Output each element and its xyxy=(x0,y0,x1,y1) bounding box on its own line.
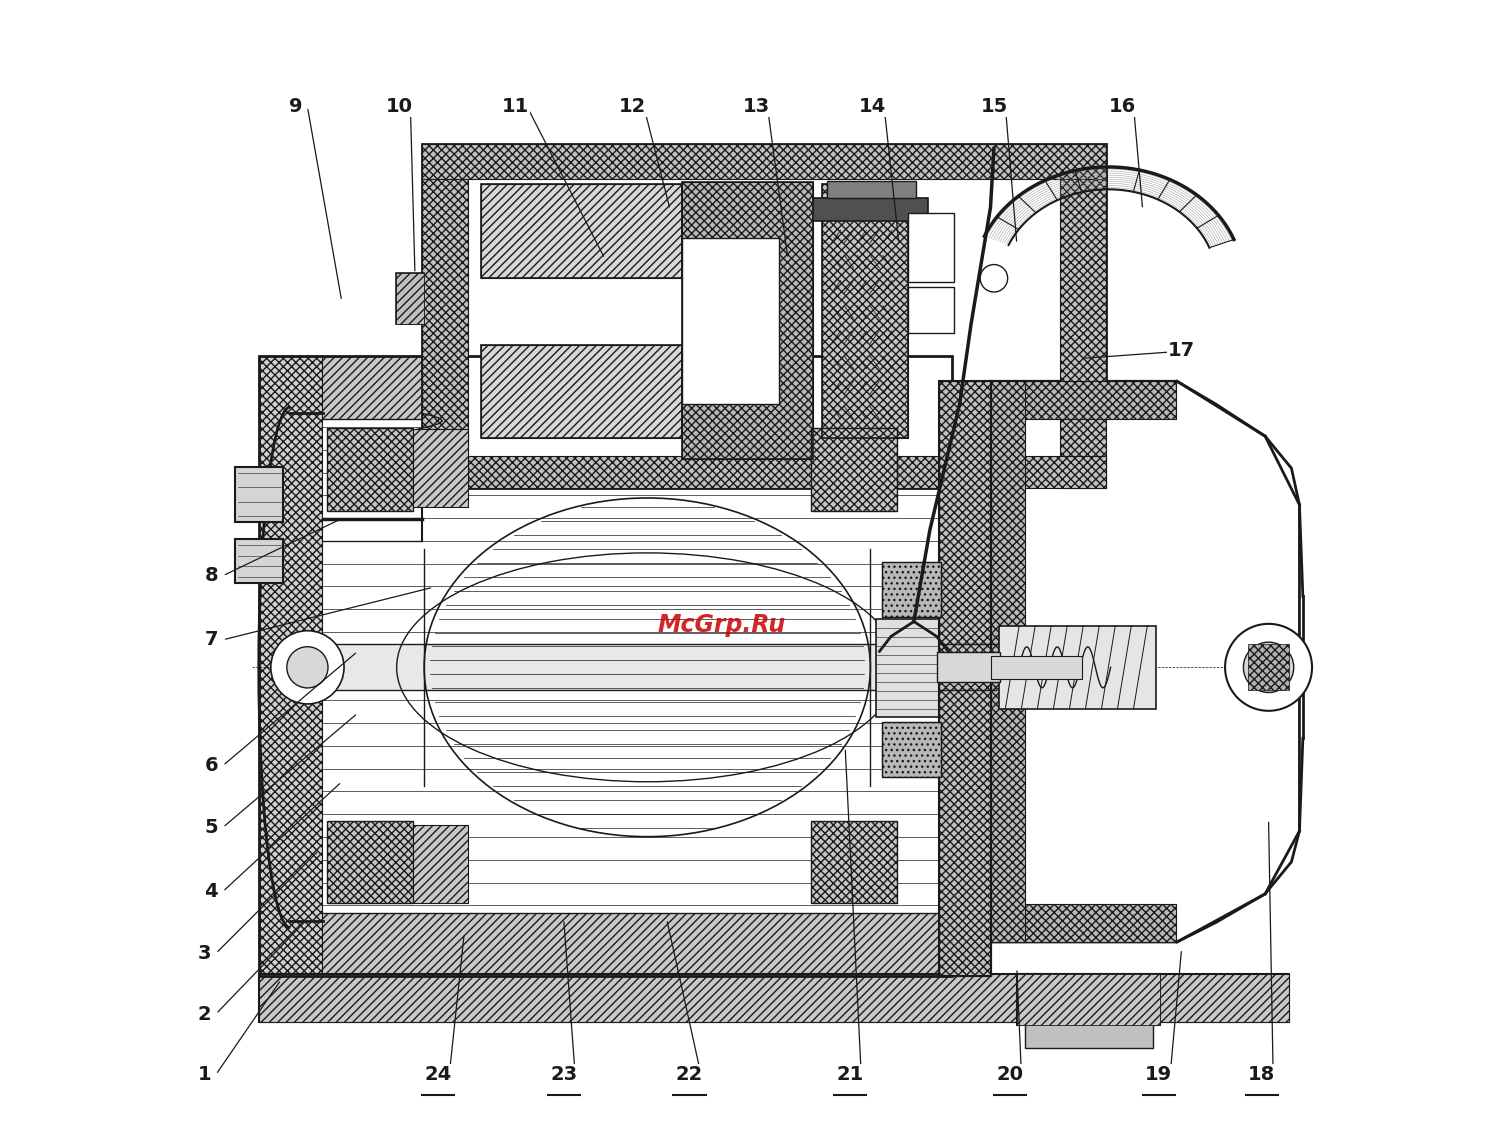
Bar xyxy=(876,619,940,717)
Text: 23: 23 xyxy=(549,1066,578,1084)
Bar xyxy=(421,145,1106,487)
Bar xyxy=(1060,145,1106,487)
Bar xyxy=(908,288,954,334)
Bar xyxy=(990,904,1176,942)
Bar xyxy=(1024,1020,1152,1048)
Text: 8: 8 xyxy=(204,567,217,585)
Bar xyxy=(822,185,908,438)
Bar xyxy=(682,182,813,459)
Bar xyxy=(990,381,1024,942)
Bar xyxy=(881,562,941,617)
Bar xyxy=(822,185,908,438)
Bar xyxy=(908,213,954,282)
Text: 9: 9 xyxy=(289,97,302,116)
Bar xyxy=(813,198,928,221)
Text: 14: 14 xyxy=(859,97,886,116)
Bar xyxy=(396,273,424,325)
Circle shape xyxy=(980,265,1008,292)
Text: 20: 20 xyxy=(996,1066,1023,1084)
Bar xyxy=(682,239,779,404)
Bar xyxy=(937,653,999,682)
Text: 12: 12 xyxy=(619,97,646,116)
Text: 1: 1 xyxy=(198,1066,211,1084)
Text: 24: 24 xyxy=(424,1066,451,1084)
Bar xyxy=(812,820,896,903)
Bar xyxy=(481,344,682,438)
Bar xyxy=(421,455,1106,487)
Bar xyxy=(259,356,322,976)
Bar xyxy=(682,182,813,459)
Bar xyxy=(990,381,1176,419)
Bar xyxy=(881,562,941,617)
Text: 21: 21 xyxy=(837,1066,864,1084)
Bar xyxy=(328,428,412,510)
Bar xyxy=(881,723,941,778)
Bar xyxy=(812,820,896,903)
Bar xyxy=(481,185,682,279)
Bar xyxy=(259,356,951,976)
Text: 18: 18 xyxy=(1248,1066,1275,1084)
Text: 22: 22 xyxy=(676,1066,703,1084)
Bar xyxy=(259,974,1289,1022)
Text: 4: 4 xyxy=(204,882,217,902)
Bar xyxy=(421,145,1106,179)
Bar xyxy=(812,428,896,510)
Text: 16: 16 xyxy=(1108,97,1136,116)
Text: 7: 7 xyxy=(204,631,217,649)
Text: 3: 3 xyxy=(198,944,211,962)
Circle shape xyxy=(271,631,344,704)
Bar xyxy=(881,723,941,778)
Circle shape xyxy=(1225,624,1312,711)
Bar xyxy=(323,645,996,690)
Bar xyxy=(412,825,468,903)
Text: 2: 2 xyxy=(198,1005,211,1023)
Bar xyxy=(235,539,283,583)
Bar xyxy=(412,429,468,507)
Bar xyxy=(259,913,951,976)
Bar xyxy=(812,428,896,510)
Text: 17: 17 xyxy=(1167,341,1196,360)
Bar xyxy=(940,381,990,976)
Bar xyxy=(1248,645,1289,690)
Text: 19: 19 xyxy=(1145,1066,1172,1084)
Bar xyxy=(328,820,412,903)
Bar xyxy=(1017,974,1160,1025)
Bar xyxy=(990,656,1083,679)
Circle shape xyxy=(1243,642,1294,693)
Text: 10: 10 xyxy=(386,97,412,116)
Bar xyxy=(396,273,424,325)
Bar xyxy=(940,381,990,976)
Bar xyxy=(421,145,468,487)
Text: 13: 13 xyxy=(743,97,770,116)
Bar xyxy=(1017,974,1160,1025)
Bar xyxy=(481,185,682,279)
Bar xyxy=(328,428,412,510)
Bar xyxy=(481,344,682,438)
Polygon shape xyxy=(990,381,1300,942)
Text: 11: 11 xyxy=(502,97,529,116)
Bar xyxy=(259,356,951,419)
Bar xyxy=(235,467,283,522)
Bar xyxy=(412,825,468,903)
Bar xyxy=(999,626,1157,709)
Bar xyxy=(826,181,916,198)
Circle shape xyxy=(287,647,328,688)
Text: 15: 15 xyxy=(980,97,1008,116)
Text: 5: 5 xyxy=(204,818,217,837)
Text: McGrp.Ru: McGrp.Ru xyxy=(658,612,786,637)
Bar xyxy=(412,429,468,507)
Bar xyxy=(328,820,412,903)
Text: 6: 6 xyxy=(204,756,217,775)
Bar xyxy=(259,974,1289,1022)
